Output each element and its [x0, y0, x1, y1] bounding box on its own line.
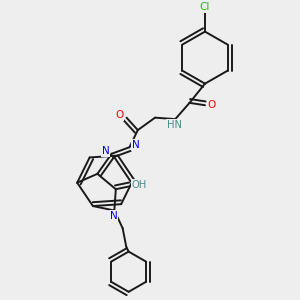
Text: O: O — [207, 100, 216, 110]
Text: N: N — [132, 140, 139, 150]
Text: O: O — [115, 110, 124, 120]
Text: OH: OH — [132, 180, 147, 190]
Text: N: N — [110, 211, 117, 221]
Text: Cl: Cl — [200, 2, 210, 12]
Text: N: N — [102, 146, 110, 156]
Text: HN: HN — [167, 120, 182, 130]
